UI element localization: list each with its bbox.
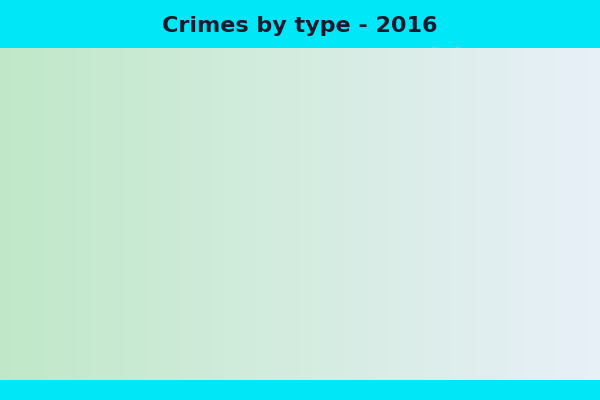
Wedge shape	[208, 92, 300, 214]
Wedge shape	[161, 109, 300, 230]
Text: Assaults (4.2%): Assaults (4.2%)	[184, 91, 282, 116]
Text: Crimes by type - 2016: Crimes by type - 2016	[162, 16, 438, 36]
Text: Thefts (73.1%): Thefts (73.1%)	[381, 279, 495, 292]
Text: Arson (0.3%): Arson (0.3%)	[137, 112, 298, 247]
Text: Auto thefts (3.4%): Auto thefts (3.4%)	[241, 51, 361, 126]
Wedge shape	[161, 74, 439, 354]
Wedge shape	[283, 74, 300, 214]
Wedge shape	[298, 74, 300, 214]
Text: City-Data.com: City-Data.com	[429, 47, 508, 57]
Wedge shape	[267, 76, 300, 214]
Wedge shape	[233, 78, 300, 214]
Text: Robberies (1.6%): Robberies (1.6%)	[167, 111, 290, 128]
Text: Rapes (1.9%): Rapes (1.9%)	[211, 71, 295, 110]
Text: Burglaries (15.4%): Burglaries (15.4%)	[140, 176, 257, 196]
